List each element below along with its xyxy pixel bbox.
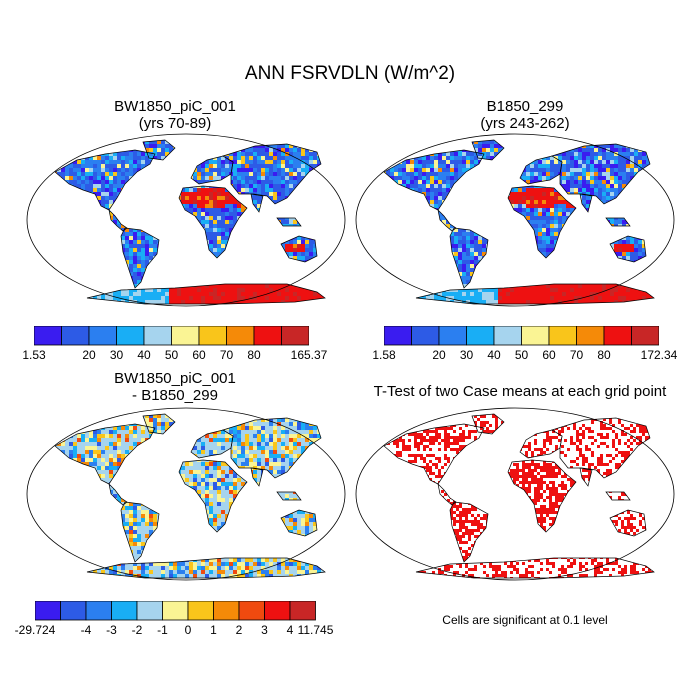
colorbar-swatch <box>85 601 112 621</box>
colorbar-swatch <box>35 601 61 621</box>
colorbar-swatch <box>111 601 138 621</box>
colorbar-swatch <box>60 601 87 621</box>
panel3-title-line1: BW1850_piC_001 <box>114 370 236 387</box>
coastlines <box>54 413 326 579</box>
colorbar-swatch <box>603 326 632 346</box>
colorbar-swatch <box>116 326 145 346</box>
colorbar-swatch <box>238 601 265 621</box>
colorbar-swatch <box>198 326 227 346</box>
colorbar-swatch <box>187 601 214 621</box>
colorbar-case2: 1.58 20 30 40 50 60 70 80 172.34 <box>372 326 677 366</box>
map-panel-difference <box>26 407 346 581</box>
colorbar-swatch <box>171 326 200 346</box>
colorbar-swatch <box>61 326 90 346</box>
colorbar-swatch <box>88 326 117 346</box>
land-field <box>384 414 654 578</box>
panel3-title: BW1850_piC_001 - B1850_299 <box>30 370 320 404</box>
map-panel-ttest <box>355 407 675 581</box>
colorbar-swatch <box>466 326 495 346</box>
panel1-title: BW1850_piC_001 (yrs 70-89) <box>30 98 320 132</box>
panel3-title-line2: - B1850_299 <box>132 387 218 404</box>
colorbar-tick-label: 40 <box>487 348 501 362</box>
colorbar-case1: 1.53 20 30 40 50 60 70 80 165.37 <box>22 326 327 366</box>
colorbar-tick-label: 20 <box>82 348 96 362</box>
colorbar-tick-label: 20 <box>432 348 446 362</box>
panel2-title-line1: B1850_299 <box>486 98 564 115</box>
colorbar-tick-label: 0 <box>184 623 192 637</box>
figure-title: ANN FSRVDLN (W/m^2) <box>244 63 456 84</box>
coastlines <box>383 139 655 305</box>
colorbar-difference: -29.724 -4 -3 -2 -1 0 1 2 3 4 11.745 <box>15 601 333 641</box>
colorbar-tick-label: 30 <box>109 348 124 362</box>
panel1-title-line1: BW1850_piC_001 <box>114 98 236 115</box>
colorbar-swatch <box>289 601 316 621</box>
colorbar-tick-label: 60 <box>542 348 556 362</box>
colorbar-swatch <box>631 326 659 346</box>
panel1-title-line2: (yrs 70-89) <box>138 115 212 132</box>
colorbar-tick-label: 2 <box>235 623 243 637</box>
colorbar-tick-label: -2 <box>131 623 143 637</box>
coastlines <box>383 413 655 579</box>
colorbar-tick-label: 70 <box>569 348 584 362</box>
colorbar-swatch <box>136 601 163 621</box>
map-boundary <box>355 407 675 581</box>
map-boundary <box>26 407 346 581</box>
map-panel-case1 <box>26 133 346 307</box>
colorbar-tick-label: -1 <box>157 623 168 637</box>
colorbar-tick-label: 1.53 <box>22 348 46 362</box>
colorbar-swatch <box>264 601 291 621</box>
colorbar-tick-label: 80 <box>597 348 611 362</box>
colorbar-tick-label: 172.34 <box>640 348 678 362</box>
colorbar-tick-label: 50 <box>164 348 179 362</box>
colorbar-swatch <box>213 601 240 621</box>
land-field <box>55 140 325 304</box>
colorbar-tick-label: 30 <box>459 348 474 362</box>
panel4-title: T-Test of two Case means at each grid po… <box>373 383 667 400</box>
colorbar-swatch <box>521 326 550 346</box>
colorbar-tick-label: 3 <box>261 623 268 637</box>
colorbar-swatch <box>438 326 467 346</box>
colorbar-tick-label: 11.745 <box>297 623 334 637</box>
panel2-title: B1850_299 (yrs 243-262) <box>380 98 670 132</box>
colorbar-swatch <box>384 326 412 346</box>
map-boundary <box>26 133 346 307</box>
colorbar-swatch <box>226 326 255 346</box>
land-field <box>384 140 654 304</box>
colorbar-swatch <box>576 326 605 346</box>
colorbar-tick-label: -4 <box>80 623 92 637</box>
map-boundary <box>355 133 675 307</box>
colorbar-swatch <box>34 326 62 346</box>
colorbar-swatch <box>548 326 577 346</box>
colorbar-tick-label: 1.58 <box>372 348 396 362</box>
colorbar-swatch <box>281 326 309 346</box>
colorbar-tick-label: 165.37 <box>290 348 328 362</box>
significance-note: Cells are significant at 0.1 level <box>442 613 608 627</box>
colorbar-tick-label: 70 <box>219 348 234 362</box>
colorbar-tick-label: 40 <box>137 348 151 362</box>
colorbar-swatch <box>162 601 189 621</box>
land-field <box>55 414 325 578</box>
colorbar-tick-label: 50 <box>514 348 529 362</box>
colorbar-swatch <box>143 326 172 346</box>
colorbar-tick-label: -3 <box>106 623 117 637</box>
colorbar-swatch <box>493 326 522 346</box>
map-panel-case2 <box>355 133 675 307</box>
colorbar-swatch <box>411 326 440 346</box>
colorbar-tick-label: 80 <box>247 348 261 362</box>
panel2-title-line2: (yrs 243-262) <box>480 115 570 132</box>
colorbar-swatch <box>253 326 282 346</box>
colorbar-tick-label: 60 <box>192 348 206 362</box>
coastlines <box>54 139 326 305</box>
colorbar-tick-label: -29.724 <box>14 623 56 637</box>
colorbar-tick-label: 4 <box>286 623 294 637</box>
colorbar-tick-label: 1 <box>210 623 217 637</box>
